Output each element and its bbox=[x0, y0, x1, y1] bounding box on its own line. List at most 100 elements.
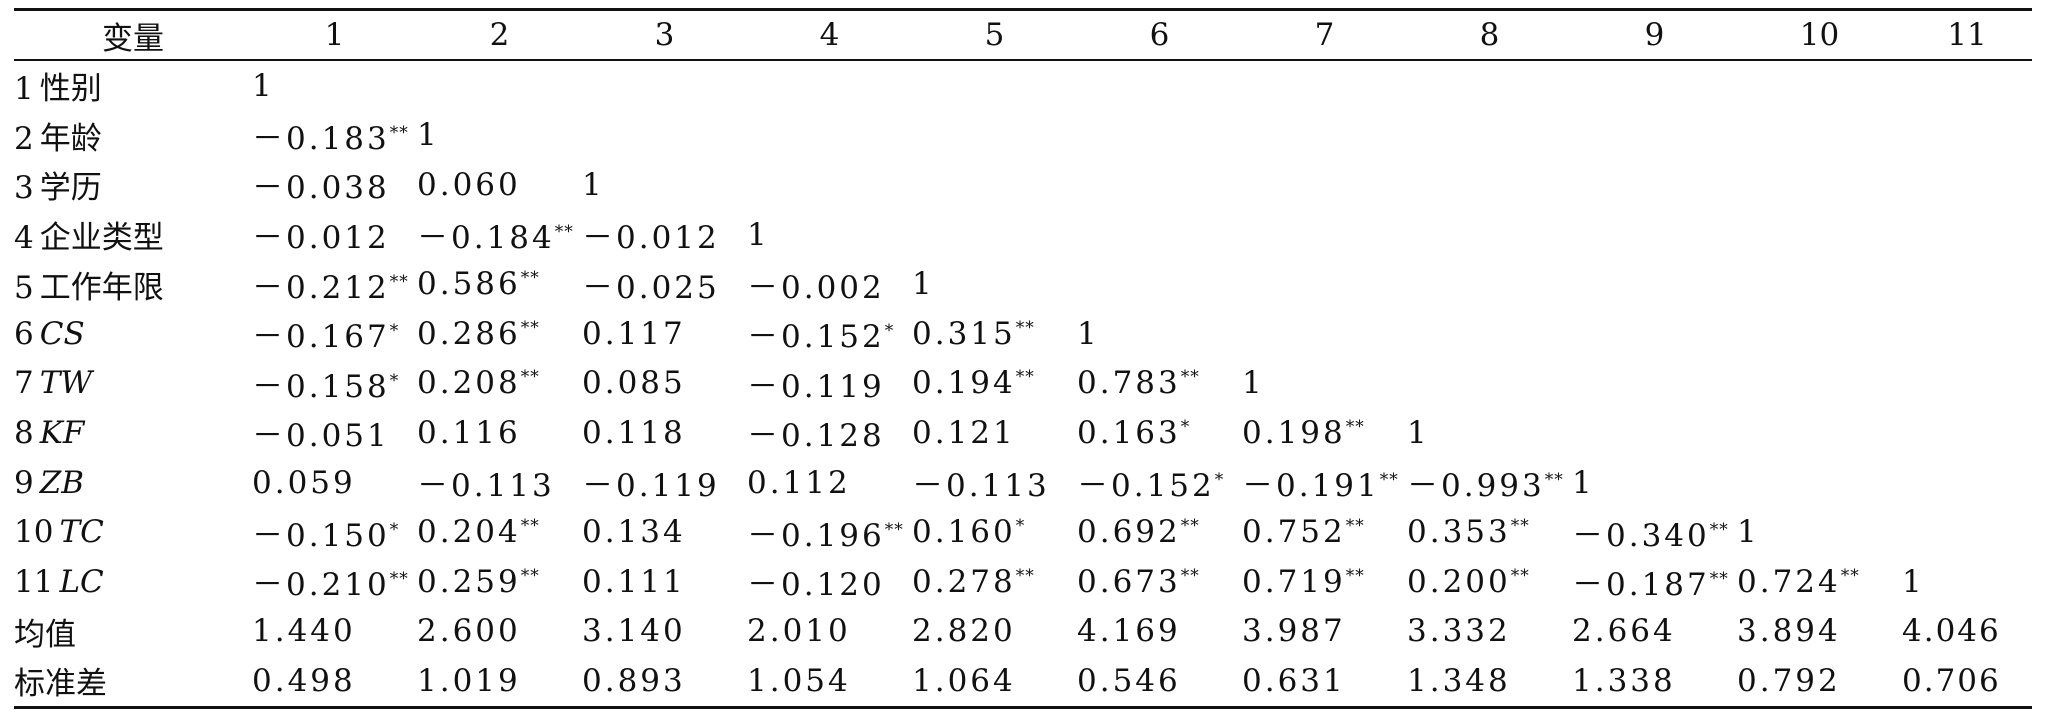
table-cell: 0.278** bbox=[912, 557, 1077, 607]
cell-value: 1 bbox=[1242, 365, 1265, 402]
table-cell: 4.169 bbox=[1077, 607, 1242, 657]
header-col-10: 10 bbox=[1799, 17, 1840, 53]
cell-value: －0.184 bbox=[417, 220, 555, 257]
table-cell: －0.038 bbox=[252, 160, 417, 210]
row-number: 8 bbox=[14, 414, 34, 451]
cell-value: 1 bbox=[1407, 414, 1430, 451]
table-cell: －0.012 bbox=[582, 210, 747, 260]
cell-value: 2.664 bbox=[1572, 613, 1676, 650]
cell-value: －0.340 bbox=[1572, 517, 1710, 554]
table-cell bbox=[1077, 210, 1242, 260]
significance-marker: * bbox=[389, 370, 400, 391]
table-cell: －0.051 bbox=[252, 408, 417, 458]
table-cell: 1 bbox=[1902, 557, 2032, 607]
table-cell bbox=[747, 160, 912, 210]
significance-marker: * bbox=[884, 321, 895, 342]
cell-value: 0.631 bbox=[1242, 662, 1346, 699]
table-cell: 1 bbox=[1572, 458, 1737, 508]
cell-value: 0.198 bbox=[1242, 414, 1346, 451]
table-cell bbox=[1902, 359, 2032, 409]
cell-value: 3.140 bbox=[582, 613, 686, 650]
table-cell bbox=[1902, 259, 2032, 309]
table-cell bbox=[1902, 111, 2032, 161]
cell-value: 0.752 bbox=[1242, 514, 1346, 551]
cell-value: 4.169 bbox=[1077, 613, 1181, 650]
row-label: 企业类型 bbox=[39, 220, 164, 257]
cell-value: 0.259 bbox=[417, 563, 521, 600]
table-cell bbox=[912, 111, 1077, 161]
table-cell: 0.121 bbox=[912, 408, 1077, 458]
table-cell bbox=[747, 111, 912, 161]
cell-value: 0.724 bbox=[1737, 563, 1841, 600]
table-cell: －0.119 bbox=[747, 359, 912, 409]
table-cell: 1 bbox=[417, 111, 582, 161]
cell-value: 0.286 bbox=[417, 315, 521, 352]
row-label: 均值 bbox=[14, 616, 76, 653]
table-cell: 2.600 bbox=[417, 607, 582, 657]
row-variable: 10 TC bbox=[14, 507, 252, 557]
table-cell bbox=[1407, 160, 1572, 210]
table-cell: 0.546 bbox=[1077, 656, 1242, 707]
cell-value: －0.119 bbox=[747, 368, 885, 405]
row-label: LC bbox=[59, 563, 104, 600]
table-cell: 3.332 bbox=[1407, 607, 1572, 657]
table-cell: 0.259** bbox=[417, 557, 582, 607]
table-cell: 0.792 bbox=[1737, 656, 1902, 707]
table-row: 8 KF －0.051 0.116 0.118 －0.128 0.121 0.163* 0.19… bbox=[14, 408, 2032, 458]
table-cell: 0.353** bbox=[1407, 507, 1572, 557]
table-cell bbox=[1902, 408, 2032, 458]
table-cell bbox=[1737, 60, 1902, 111]
table-row: 5 工作年限 －0.212** 0.586** －0.025 －0.002 1 bbox=[14, 259, 2032, 309]
table-row: 2 年龄 －0.183** 1 bbox=[14, 111, 2032, 161]
significance-marker: ** bbox=[389, 569, 409, 590]
cell-value: 1 bbox=[1737, 514, 1760, 551]
table-cell: －0.212** bbox=[252, 259, 417, 309]
table-cell: －0.184** bbox=[417, 210, 582, 260]
header-col-11: 11 bbox=[1947, 17, 1987, 53]
row-label: 标准差 bbox=[14, 666, 107, 703]
cell-value: 0.208 bbox=[417, 365, 521, 402]
table-cell bbox=[1242, 259, 1407, 309]
table-cell: －0.150* bbox=[252, 507, 417, 557]
row-number: 5 bbox=[14, 269, 34, 306]
table-cell: 0.673** bbox=[1077, 557, 1242, 607]
cell-value: －0.167 bbox=[252, 319, 390, 356]
table-cell: 0.060 bbox=[417, 160, 582, 210]
row-label: KF bbox=[39, 414, 85, 451]
table-cell bbox=[1242, 160, 1407, 210]
cell-value: 1 bbox=[252, 67, 275, 104]
table-cell: －0.158* bbox=[252, 359, 417, 409]
table-cell: 0.204** bbox=[417, 507, 582, 557]
significance-marker: ** bbox=[554, 222, 574, 243]
cell-value: －0.002 bbox=[747, 269, 885, 306]
cell-value: －0.012 bbox=[252, 220, 390, 257]
table-cell: －0.152* bbox=[1077, 458, 1242, 508]
table-cell: 0.586** bbox=[417, 259, 582, 309]
table-cell bbox=[1077, 259, 1242, 309]
table-cell bbox=[582, 60, 747, 111]
table-cell bbox=[1572, 259, 1737, 309]
cell-value: 0.116 bbox=[417, 414, 521, 451]
cell-value: 1 bbox=[1902, 563, 1924, 600]
significance-marker: ** bbox=[1345, 565, 1365, 586]
table-cell: 0.719** bbox=[1242, 557, 1407, 607]
header-col-1: 1 bbox=[324, 17, 345, 53]
row-number: 2 bbox=[14, 120, 34, 157]
row-number: 6 bbox=[14, 315, 34, 352]
table-cell: 0.783** bbox=[1077, 359, 1242, 409]
cell-value: －0.113 bbox=[912, 468, 1050, 505]
header-col-7: 7 bbox=[1314, 17, 1335, 53]
significance-marker: ** bbox=[389, 122, 409, 143]
table-cell bbox=[582, 111, 747, 161]
row-variable: 6 CS bbox=[14, 309, 252, 359]
table-cell bbox=[1902, 458, 2032, 508]
cell-value: 0.059 bbox=[252, 464, 356, 501]
row-label: 性别 bbox=[39, 71, 102, 108]
table-cell: 1.348 bbox=[1407, 656, 1572, 707]
cell-value: 1 bbox=[417, 117, 440, 154]
table-cell bbox=[1407, 60, 1572, 111]
table-cell bbox=[1242, 309, 1407, 359]
table-cell bbox=[417, 60, 582, 111]
cell-value: －0.113 bbox=[417, 468, 555, 505]
table-cell: 0.200** bbox=[1407, 557, 1572, 607]
